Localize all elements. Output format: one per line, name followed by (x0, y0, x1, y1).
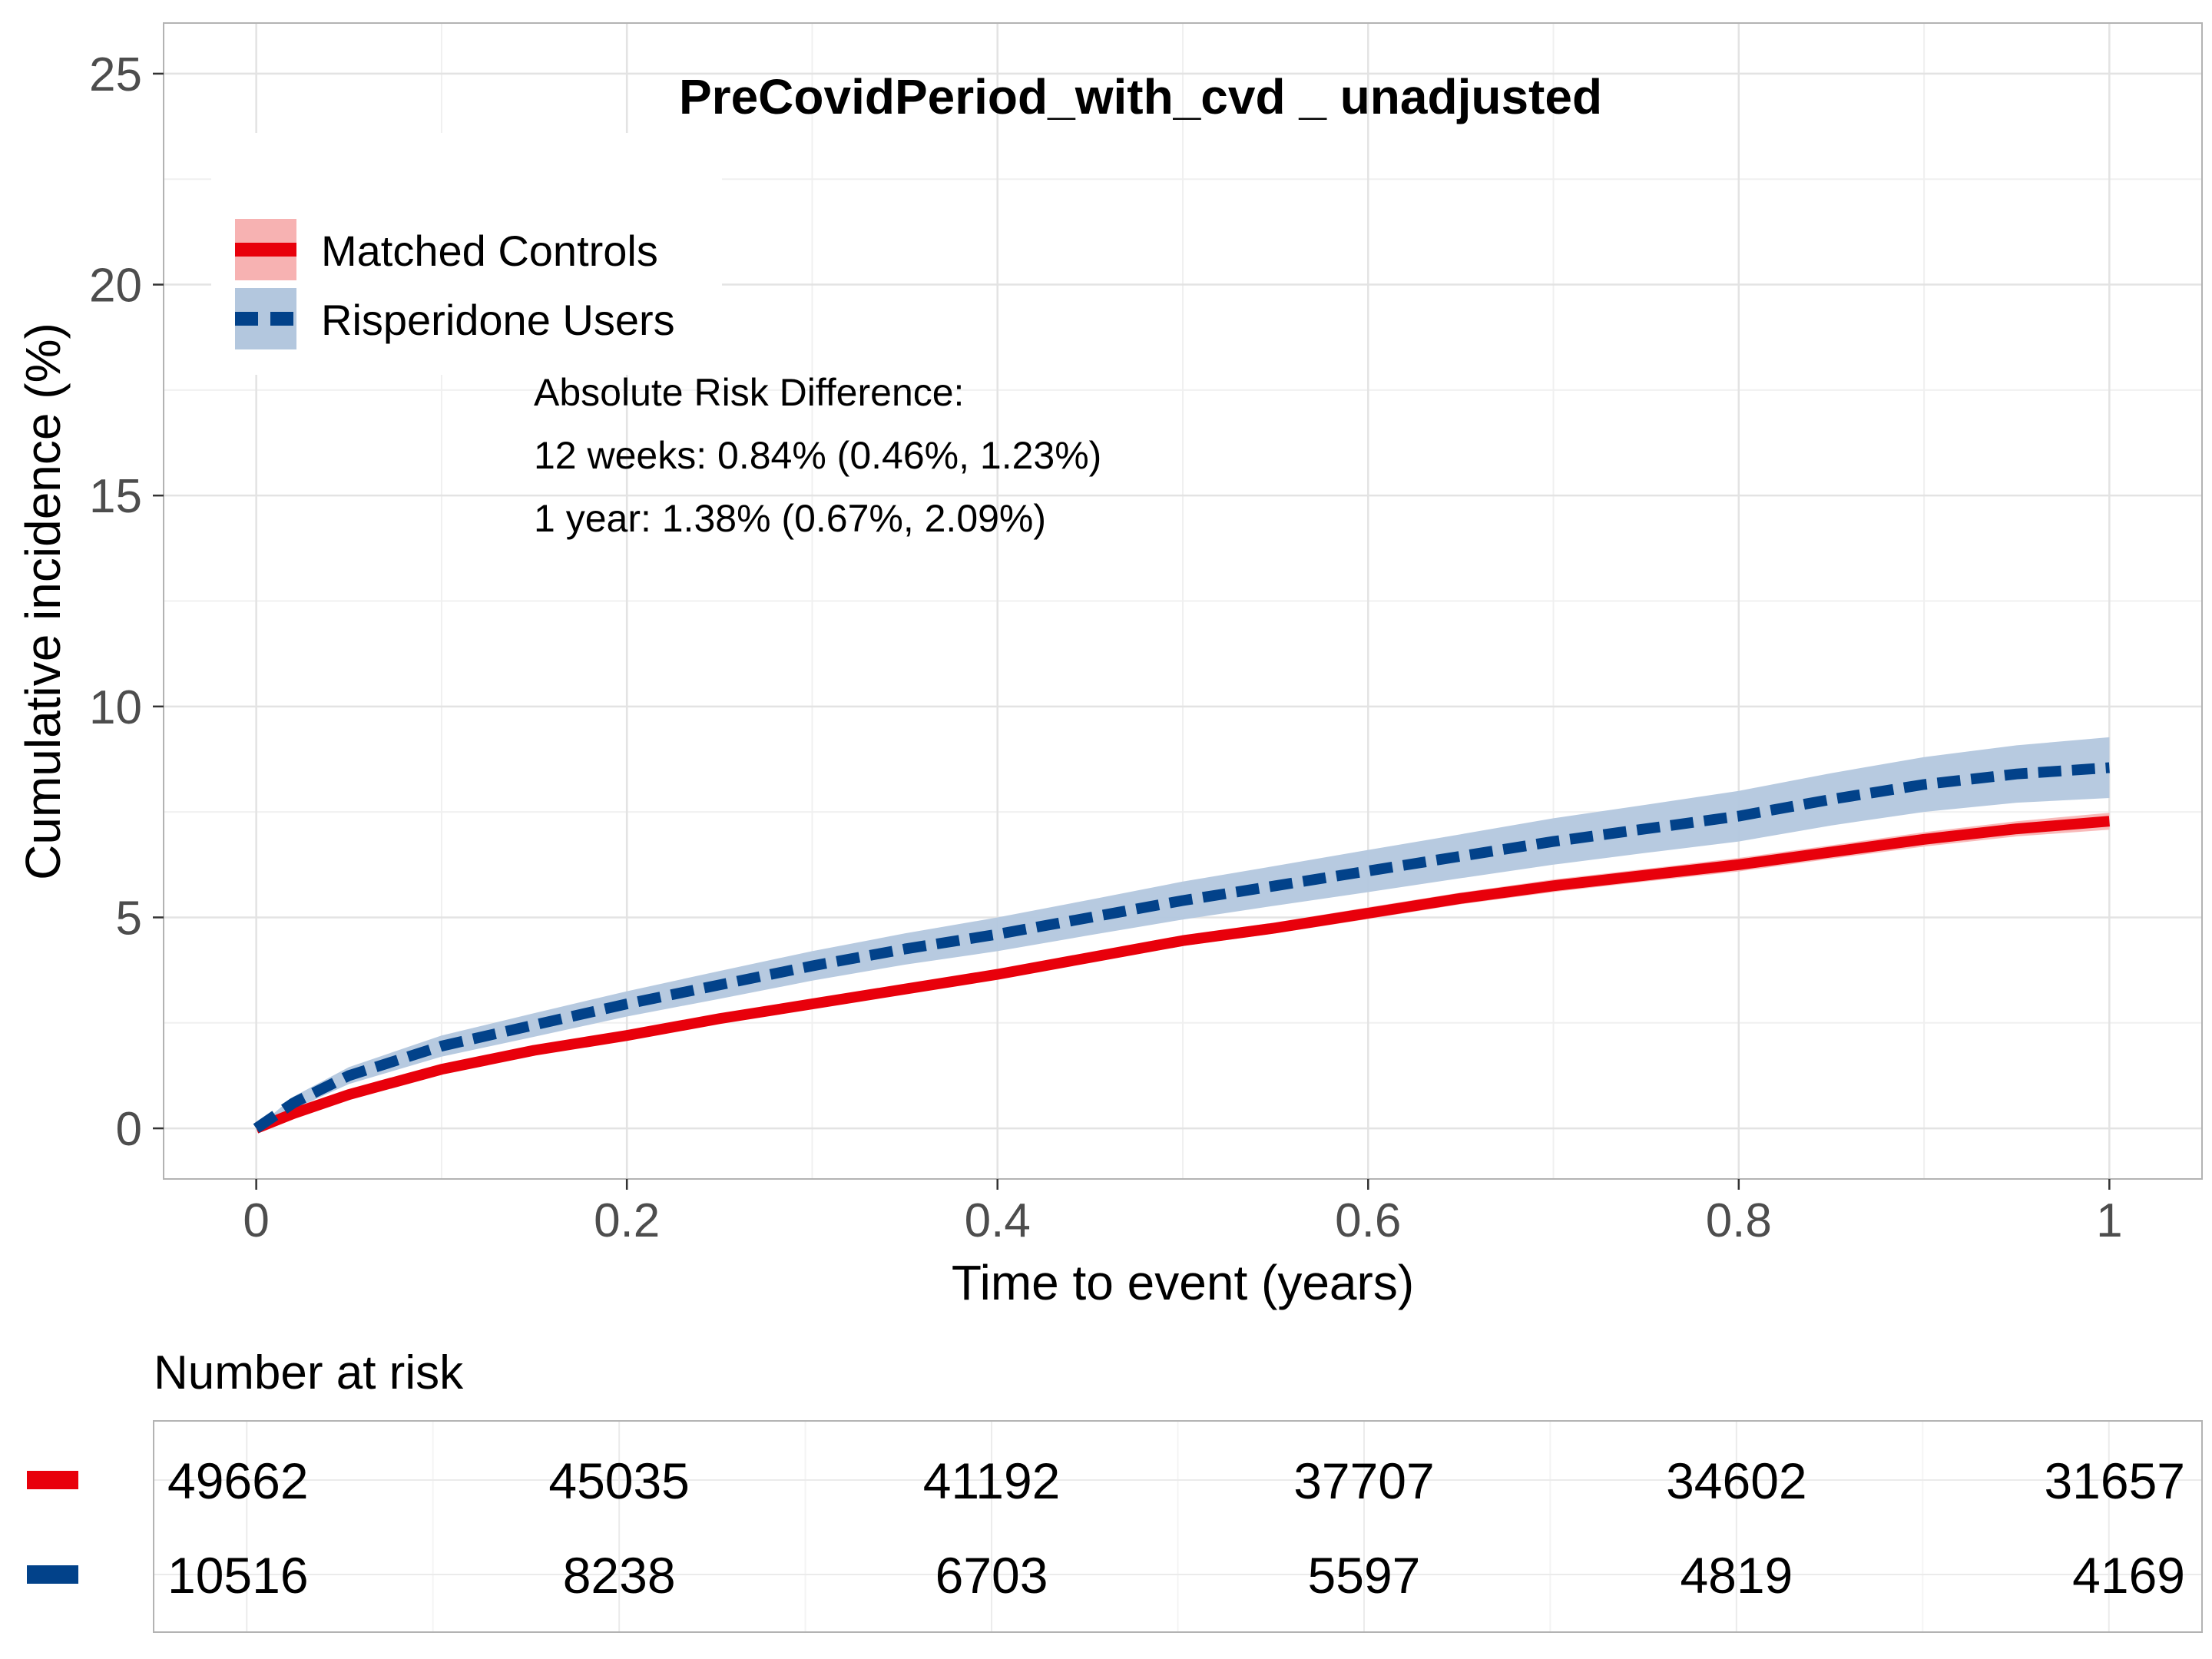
risk-table-cell: 34602 (1666, 1452, 1807, 1509)
risk-table-cell: 45035 (548, 1452, 690, 1509)
risk-table-cell: 31657 (2044, 1452, 2185, 1509)
risperidone-users-confidence-band (256, 737, 2110, 1129)
risk-table-cell: 6703 (935, 1547, 1048, 1604)
risk-table-cell: 5597 (1308, 1547, 1421, 1604)
x-tick-label: 0.6 (1335, 1194, 1401, 1247)
x-tick-label: 0 (243, 1194, 269, 1247)
plot-panel-border (163, 22, 2203, 1180)
y-axis-label: Cumulative incidence (%) (15, 323, 71, 880)
risk-table-cell: 41192 (923, 1452, 1061, 1509)
legend-label-risperidone-users: Risperidone Users (321, 296, 675, 344)
risk-table-cell: 37707 (1293, 1452, 1435, 1509)
risk-table-border (153, 1420, 2203, 1633)
annotation-heading: Absolute Risk Difference: (534, 371, 964, 414)
legend-label-matched-controls: Matched Controls (321, 227, 658, 275)
number-at-risk-table: Number at risk 49662 45035 41192 37707 34602… (27, 1346, 2203, 1633)
risk-table-cell: 10516 (167, 1547, 309, 1604)
matched-controls-line (254, 816, 2110, 1134)
y-tick-label: 25 (89, 48, 142, 101)
x-axis-tick-labels: 0 0.2 0.4 0.6 0.8 1 (243, 1194, 2122, 1247)
y-tick-label: 0 (116, 1103, 142, 1156)
y-tick-label: 15 (89, 470, 142, 523)
y-tick-label: 10 (89, 681, 142, 734)
risk-table-gridlines (154, 1421, 2202, 1632)
x-tick-label: 0.4 (965, 1194, 1031, 1247)
chart-title: PreCovidPeriod_with_cvd _ unadjusted (679, 69, 1602, 124)
risk-table-cell: 4169 (2072, 1547, 2185, 1604)
y-tick-label: 5 (116, 892, 142, 945)
x-tick-label: 0.8 (1706, 1194, 1772, 1247)
risk-table-cell: 8238 (563, 1547, 676, 1604)
series-lines (253, 762, 2110, 1134)
risk-table-values: 49662 45035 41192 37707 34602 31657 10516 8238 6… (167, 1452, 2185, 1604)
risk-table-cell: 49662 (167, 1452, 309, 1509)
risk-table-cell: 4819 (1680, 1547, 1793, 1604)
annotation-1-year: 1 year: 1.38% (0.67%, 2.09%) (534, 497, 1046, 540)
x-tick-label: 1 (2096, 1194, 2122, 1247)
risk-difference-annotation: Absolute Risk Difference: 12 weeks: 0.84… (534, 371, 1101, 540)
risperidone-users-line (253, 762, 2110, 1133)
risk-table-title: Number at risk (154, 1346, 464, 1399)
x-tick-label: 0.2 (594, 1194, 660, 1247)
x-axis-label: Time to event (years) (952, 1255, 1414, 1310)
axis-ticks (153, 72, 2111, 1190)
legend: Matched Controls Risperidone Users (211, 133, 722, 375)
y-tick-label: 20 (89, 260, 142, 313)
annotation-12-weeks: 12 weeks: 0.84% (0.46%, 1.23%) (534, 434, 1101, 477)
y-axis-tick-labels: 0 5 10 15 20 25 (89, 48, 142, 1156)
